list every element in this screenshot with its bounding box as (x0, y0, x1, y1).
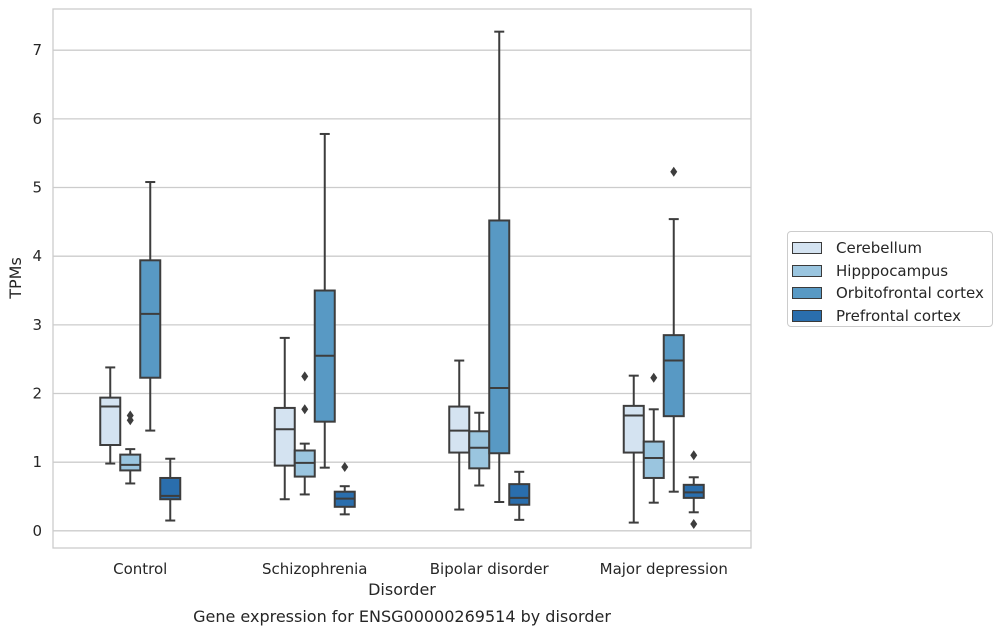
legend-label: Prefrontal cortex (836, 306, 961, 325)
legend-swatch (792, 287, 822, 300)
box (159, 457, 182, 522)
box-body (99, 396, 122, 447)
y-axis-title: TPMs (6, 257, 25, 300)
box-body (139, 259, 162, 379)
box (448, 359, 471, 511)
box-body (662, 334, 685, 418)
y-tick-label: 6 (32, 110, 42, 128)
box (119, 410, 142, 485)
outlier-point (126, 415, 134, 426)
box-body (682, 483, 705, 499)
box (682, 450, 705, 529)
y-tick-label: 2 (32, 385, 42, 403)
box (662, 166, 685, 493)
legend-label: Orbitofrontal cortex (836, 284, 984, 303)
box-body (508, 483, 531, 506)
box (333, 461, 356, 516)
legend-swatch (792, 242, 822, 255)
box (622, 374, 645, 524)
legend-item-cerebellum: Cerebellum (792, 237, 992, 260)
box-body (119, 453, 142, 472)
outlier-point (690, 518, 698, 529)
y-tick-label: 1 (32, 453, 42, 471)
box (99, 366, 122, 465)
box (273, 336, 296, 501)
box (139, 181, 162, 432)
legend-swatch (792, 264, 822, 277)
outlier-point (301, 404, 309, 415)
box (642, 372, 665, 504)
y-tick-label: 7 (32, 41, 42, 59)
y-tick-label: 4 (32, 247, 42, 265)
outlier-point (670, 166, 678, 177)
box-body (642, 440, 665, 479)
box-body (488, 219, 511, 455)
legend-item-prefrontal-cortex: Prefrontal cortex (792, 305, 992, 328)
box-body (159, 476, 182, 501)
y-axis-ticks: 0 1 2 3 4 5 6 7 (32, 41, 42, 540)
x-tick-label: Bipolar disorder (430, 560, 550, 578)
legend: Cerebellum Hipppocampus Orbitofrontal co… (787, 231, 993, 327)
box (293, 371, 316, 496)
y-tick-label: 5 (32, 179, 42, 197)
outlier-point (341, 461, 349, 472)
legend-item-orbitofrontal-cortex: Orbitofrontal cortex (792, 282, 992, 305)
box (488, 30, 511, 503)
y-tick-label: 0 (32, 522, 42, 540)
box-body (448, 405, 471, 454)
plot-area-frame (52, 8, 752, 549)
box (468, 411, 491, 487)
box (508, 470, 531, 521)
x-axis-title: Disorder (368, 580, 436, 599)
x-tick-label: Major depression (600, 560, 728, 578)
y-tick-label: 3 (32, 316, 42, 334)
x-axis-ticks: Control Schizophrenia Bipolar disorder Majo… (113, 560, 728, 578)
chart-title: Gene expression for ENSG00000269514 by d… (193, 607, 611, 626)
x-tick-label: Control (113, 560, 167, 578)
box-body (622, 404, 645, 454)
box-body (273, 406, 296, 467)
box-body (468, 430, 491, 470)
outlier-point (690, 450, 698, 461)
x-tick-label: Schizophrenia (262, 560, 367, 578)
outlier-point (650, 372, 658, 383)
legend-label: Cerebellum (836, 239, 922, 258)
legend-label: Hipppocampus (836, 261, 949, 280)
legend-swatch (792, 309, 822, 322)
box (313, 132, 336, 469)
boxes (99, 30, 705, 529)
legend-item-hippocampus: Hipppocampus (792, 260, 992, 283)
outlier-point (301, 371, 309, 382)
